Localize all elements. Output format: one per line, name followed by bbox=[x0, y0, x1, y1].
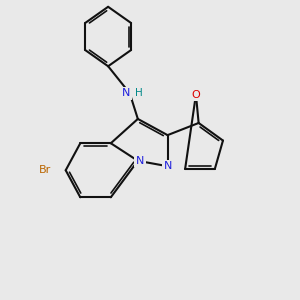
Text: O: O bbox=[192, 90, 200, 100]
Text: H: H bbox=[135, 88, 143, 98]
Text: N: N bbox=[164, 161, 172, 171]
Text: N: N bbox=[136, 156, 144, 166]
Text: Br: Br bbox=[38, 165, 51, 175]
Text: N: N bbox=[122, 88, 130, 98]
